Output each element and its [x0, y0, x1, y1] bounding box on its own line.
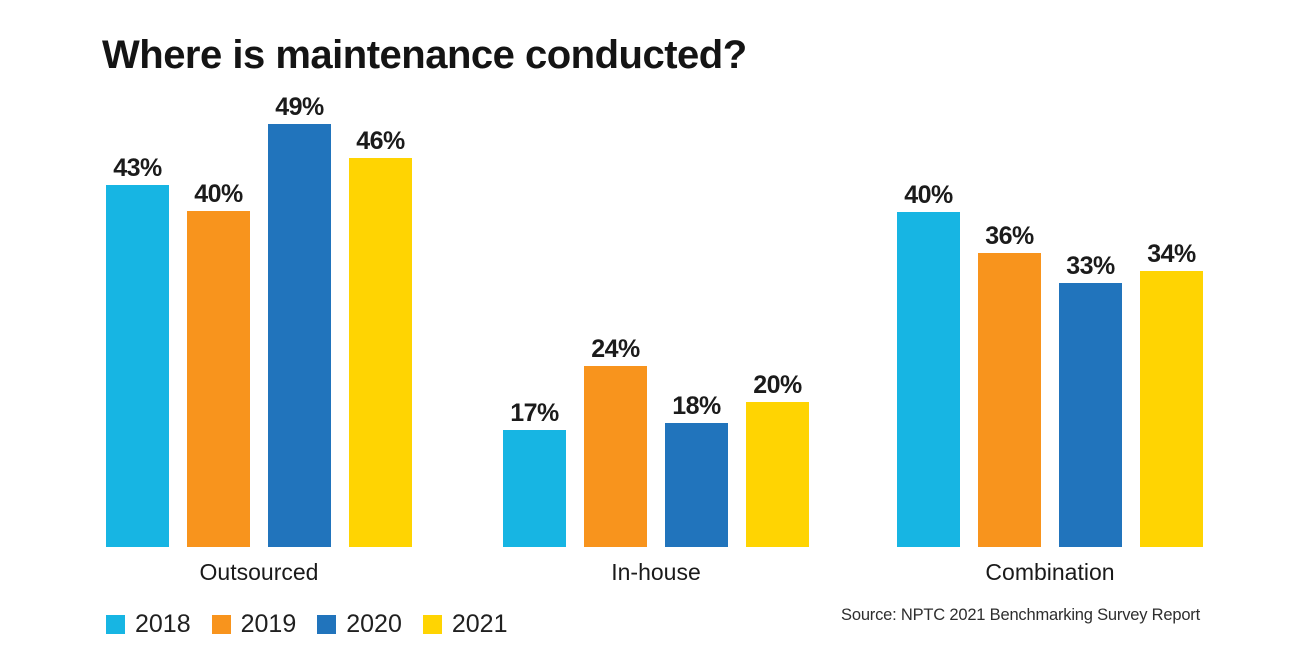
bar-2018-combination: 40% [897, 181, 960, 547]
value-label-2018-outsourced: 43% [113, 154, 162, 182]
value-label-2020-combination: 33% [1066, 252, 1115, 280]
legend-label-2020: 2020 [346, 610, 402, 638]
source-note: Source: NPTC 2021 Benchmarking Survey Re… [841, 606, 1200, 624]
bar-2019-combination: 36% [978, 222, 1041, 547]
value-label-2019-in-house: 24% [591, 335, 640, 363]
bar-2020-outsourced: 49% [268, 93, 331, 547]
legend-swatch-2021 [422, 615, 442, 634]
category-label-combination: Combination [985, 559, 1115, 585]
chart-title: Where is maintenance conducted? [102, 33, 747, 77]
value-label-2021-in-house: 20% [753, 371, 802, 399]
value-label-2018-combination: 40% [904, 181, 953, 209]
legend-item-2018: 2018 [106, 610, 191, 639]
value-label-2021-combination: 34% [1147, 240, 1196, 268]
bar-group-outsourced: 43% 40% 49% 46% Outsourced [106, 0, 412, 585]
bar-2018-outsourced: 43% [106, 154, 169, 547]
legend-swatch-2019 [211, 615, 231, 634]
legend-item-2019: 2019 [211, 610, 297, 639]
legend-item-2020: 2020 [317, 610, 402, 639]
bar-2018-in-house: 17% [503, 399, 566, 547]
value-label-2020-outsourced: 49% [275, 93, 324, 121]
legend-item-2021: 2021 [422, 610, 508, 639]
bar-group-combination: 40% 36% 33% 34% Combination [897, 0, 1203, 585]
value-label-2018-in-house: 17% [510, 399, 559, 427]
legend: 2018 2019 2020 2021 [106, 610, 508, 639]
value-label-2021-outsourced: 46% [356, 127, 405, 155]
legend-label-2018: 2018 [135, 610, 191, 638]
bar-2021-combination: 34% [1140, 240, 1203, 547]
category-label-outsourced: Outsourced [199, 559, 319, 585]
value-label-2019-combination: 36% [985, 222, 1034, 250]
bar-2021-in-house: 20% [746, 371, 809, 547]
legend-label-2019: 2019 [240, 610, 297, 638]
bar-group-in-house: 17% 24% 18% 20% In-house [503, 0, 809, 585]
legend-swatch-2020 [317, 615, 337, 634]
value-label-2019-outsourced: 40% [194, 180, 243, 208]
bar-2020-combination: 33% [1059, 252, 1122, 547]
bar-2019-in-house: 24% [584, 335, 647, 547]
legend-swatch-2018 [106, 615, 125, 634]
bar-2019-outsourced: 40% [187, 180, 250, 547]
bar-2020-in-house: 18% [665, 392, 728, 547]
category-label-in-house: In-house [611, 559, 701, 585]
bar-2021-outsourced: 46% [349, 127, 412, 547]
value-label-2020-in-house: 18% [672, 392, 721, 420]
legend-label-2021: 2021 [451, 610, 508, 638]
